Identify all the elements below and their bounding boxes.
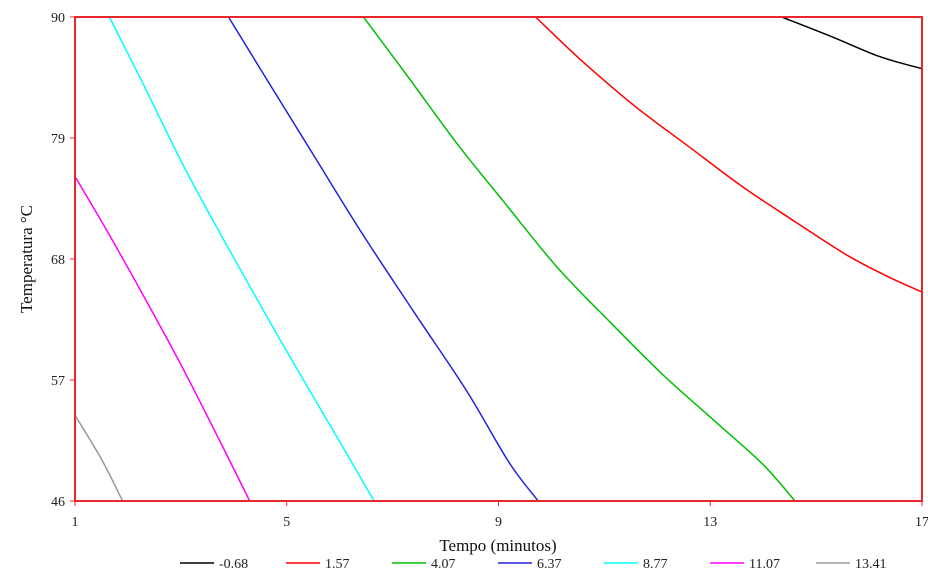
y-axis-ticks: 46 57 68 79 90	[51, 11, 75, 510]
plot-frame	[74, 16, 923, 502]
contour-line-1	[781, 16, 923, 70]
legend-label: 4.07	[431, 557, 456, 572]
contour-line-4	[227, 16, 539, 502]
x-axis-ticks: 1 5 9 13 17	[72, 501, 928, 530]
y-tick-label: 68	[51, 253, 65, 268]
legend-label: -0.68	[219, 557, 248, 572]
legend-label: 11.07	[749, 557, 780, 572]
legend: -0.68 1.57 4.07 6.37 8.77 11.07 13.41	[180, 557, 887, 572]
x-tick-label: 9	[495, 515, 502, 530]
x-tick-label: 13	[703, 515, 717, 530]
y-tick-label: 46	[51, 495, 65, 510]
y-tick-label: 57	[51, 374, 65, 389]
contour-line-6	[74, 176, 251, 502]
x-axis-label: Tempo (minutos)	[439, 536, 556, 555]
contour-line-2	[535, 16, 923, 293]
legend-label: 6.37	[537, 557, 562, 572]
contour-line-5	[108, 16, 375, 502]
y-tick-label: 90	[51, 11, 65, 26]
legend-label: 1.57	[325, 557, 350, 572]
x-tick-label: 1	[72, 515, 79, 530]
contour-line-7	[74, 414, 124, 502]
contour-curves	[74, 16, 923, 502]
contour-line-3	[362, 16, 796, 502]
x-tick-label: 17	[915, 515, 928, 530]
x-tick-label: 5	[283, 515, 290, 530]
legend-label: 13.41	[855, 557, 887, 572]
legend-label: 8.77	[643, 557, 668, 572]
y-tick-label: 79	[51, 132, 65, 147]
y-axis-label: Temperatura °C	[17, 205, 36, 313]
